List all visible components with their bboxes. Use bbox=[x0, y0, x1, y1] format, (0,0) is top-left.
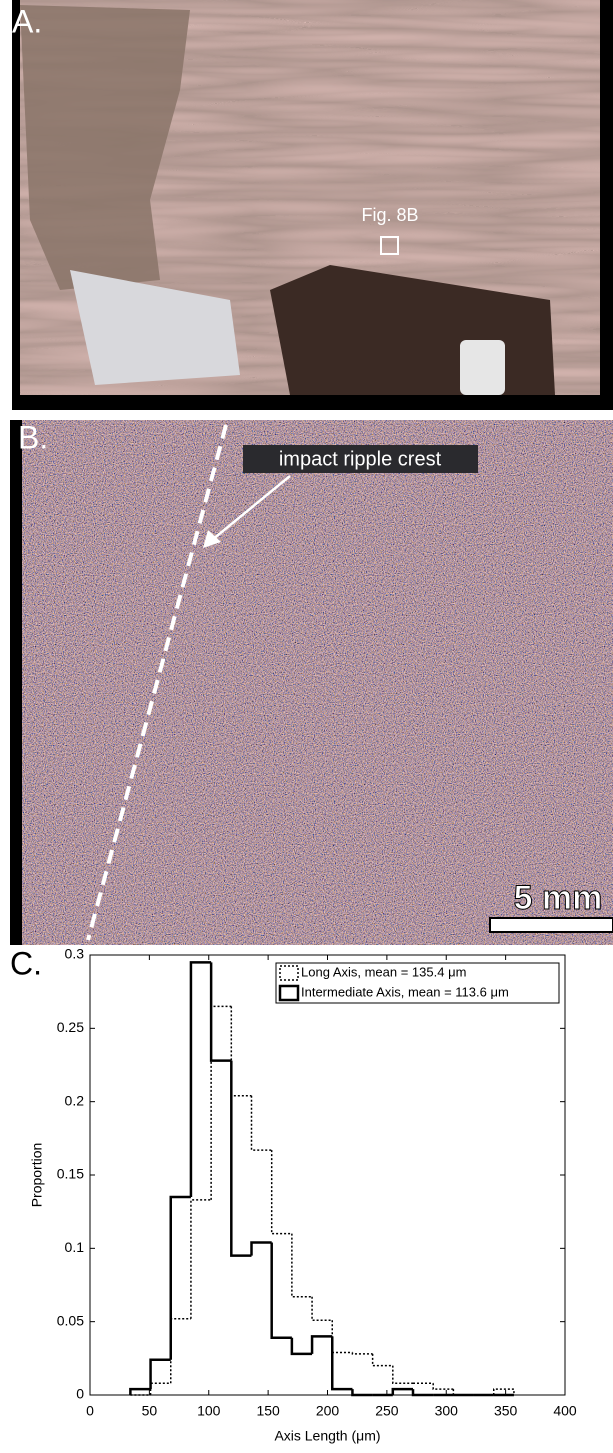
panel-label: C. bbox=[10, 945, 42, 981]
y-tick-label: 0.05 bbox=[57, 1312, 84, 1328]
panel-label: B. bbox=[18, 419, 48, 455]
panel-c: C. 0 50 100 150 200 250 300 350 400 0 0.05 0.1 0.15 0… bbox=[10, 945, 577, 1443]
x-tick-label: 150 bbox=[256, 1403, 280, 1419]
plot-area bbox=[90, 955, 565, 1395]
panel-b: impact ripple crest 5 mm B. bbox=[10, 419, 613, 945]
y-tick-label: 0.3 bbox=[65, 946, 85, 962]
y-axis-label: Proportion bbox=[29, 1143, 45, 1208]
location-label: Fig. 8B bbox=[361, 205, 418, 225]
scale-bar bbox=[490, 918, 613, 932]
x-tick-label: 400 bbox=[553, 1403, 577, 1419]
y-tick-label: 0.2 bbox=[65, 1092, 85, 1108]
x-tick-label: 100 bbox=[197, 1403, 221, 1419]
legend-label: Intermediate Axis, mean = 113.6 μm bbox=[301, 984, 509, 999]
annotation: impact ripple crest bbox=[279, 448, 442, 470]
y-tick-label: 0.15 bbox=[57, 1166, 84, 1182]
rover-part bbox=[460, 340, 505, 395]
x-tick-label: 0 bbox=[86, 1403, 94, 1419]
x-tick-label: 250 bbox=[375, 1403, 399, 1419]
figure: Fig. 8B A. impact ripple crest 5 mm B. C… bbox=[0, 0, 613, 1448]
panel-label: A. bbox=[12, 3, 42, 39]
panel-a: Fig. 8B A. bbox=[12, 0, 613, 410]
x-tick-label: 300 bbox=[435, 1403, 459, 1419]
x-tick-label: 350 bbox=[494, 1403, 518, 1419]
x-tick-label: 50 bbox=[142, 1403, 158, 1419]
y-tick-label: 0.25 bbox=[57, 1019, 84, 1035]
y-tick-label: 0.1 bbox=[65, 1239, 85, 1255]
x-axis-label: Axis Length (μm) bbox=[274, 1428, 380, 1444]
y-tick-label: 0 bbox=[76, 1386, 84, 1402]
grain-photo bbox=[22, 420, 613, 945]
legend-label: Long Axis, mean = 135.4 μm bbox=[301, 964, 466, 979]
scale-label: 5 mm bbox=[514, 879, 603, 917]
x-tick-label: 200 bbox=[316, 1403, 340, 1419]
